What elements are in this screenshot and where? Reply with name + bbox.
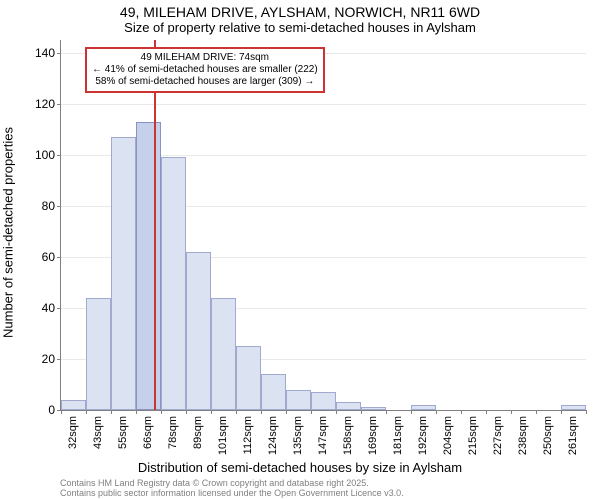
callout-line: ← 41% of semi-detached houses are smalle… xyxy=(92,64,318,76)
histogram-bar xyxy=(261,374,286,410)
y-tick-label: 0 xyxy=(15,403,55,417)
x-tick-mark xyxy=(511,410,512,414)
x-tick-mark xyxy=(161,410,162,414)
x-tick-mark xyxy=(536,410,537,414)
x-tick-mark xyxy=(311,410,312,414)
y-tick-label: 60 xyxy=(15,250,55,264)
marker-line xyxy=(154,40,156,410)
y-tick-mark xyxy=(57,257,61,258)
y-tick-label: 40 xyxy=(15,301,55,315)
histogram-bar xyxy=(211,298,236,410)
y-tick-mark xyxy=(57,308,61,309)
y-tick-label: 20 xyxy=(15,352,55,366)
x-tick-mark xyxy=(236,410,237,414)
x-tick-mark xyxy=(361,410,362,414)
grid-line xyxy=(61,104,586,105)
y-tick-mark xyxy=(57,206,61,207)
x-tick-mark xyxy=(86,410,87,414)
x-tick-mark xyxy=(336,410,337,414)
footer-line-2: Contains public sector information licen… xyxy=(60,488,404,498)
chart-container: 49, MILEHAM DRIVE, AYLSHAM, NORWICH, NR1… xyxy=(0,0,600,500)
chart-footer: Contains HM Land Registry data © Crown c… xyxy=(60,478,404,498)
y-tick-label: 80 xyxy=(15,199,55,213)
callout-line: 58% of semi-detached houses are larger (… xyxy=(92,76,318,88)
y-tick-label: 140 xyxy=(15,46,55,60)
histogram-bar xyxy=(136,122,161,410)
histogram-bar xyxy=(336,402,361,410)
y-tick-mark xyxy=(57,359,61,360)
x-tick-mark xyxy=(411,410,412,414)
histogram-bar xyxy=(311,392,336,410)
footer-line-1: Contains HM Land Registry data © Crown c… xyxy=(60,478,404,488)
callout-line: 49 MILEHAM DRIVE: 74sqm xyxy=(92,52,318,64)
chart-title: 49, MILEHAM DRIVE, AYLSHAM, NORWICH, NR1… xyxy=(0,4,600,20)
x-tick-mark xyxy=(486,410,487,414)
x-tick-mark xyxy=(386,410,387,414)
x-tick-mark xyxy=(436,410,437,414)
x-tick-mark xyxy=(586,410,587,414)
x-tick-mark xyxy=(111,410,112,414)
histogram-bar xyxy=(161,157,186,410)
y-tick-mark xyxy=(57,53,61,54)
histogram-bar xyxy=(411,405,436,410)
x-tick-mark xyxy=(211,410,212,414)
histogram-bar xyxy=(561,405,586,410)
x-tick-mark xyxy=(61,410,62,414)
x-tick-mark xyxy=(136,410,137,414)
callout-box: 49 MILEHAM DRIVE: 74sqm← 41% of semi-det… xyxy=(85,47,325,93)
x-tick-mark xyxy=(286,410,287,414)
y-tick-mark xyxy=(57,155,61,156)
histogram-bar xyxy=(361,407,386,410)
histogram-bar xyxy=(86,298,111,410)
x-tick-mark xyxy=(461,410,462,414)
y-tick-mark xyxy=(57,104,61,105)
histogram-bar xyxy=(236,346,261,410)
chart-subtitle: Size of property relative to semi-detach… xyxy=(0,20,600,35)
histogram-bar xyxy=(186,252,211,410)
x-tick-mark xyxy=(261,410,262,414)
plot-area xyxy=(60,40,586,411)
x-axis-label: Distribution of semi-detached houses by … xyxy=(0,460,600,475)
x-tick-mark xyxy=(561,410,562,414)
x-tick-mark xyxy=(186,410,187,414)
histogram-bar xyxy=(286,390,311,410)
y-tick-label: 100 xyxy=(15,148,55,162)
y-tick-label: 120 xyxy=(15,97,55,111)
histogram-bar xyxy=(111,137,136,410)
histogram-bar xyxy=(61,400,86,410)
y-axis-label: Number of semi-detached properties xyxy=(1,127,16,338)
